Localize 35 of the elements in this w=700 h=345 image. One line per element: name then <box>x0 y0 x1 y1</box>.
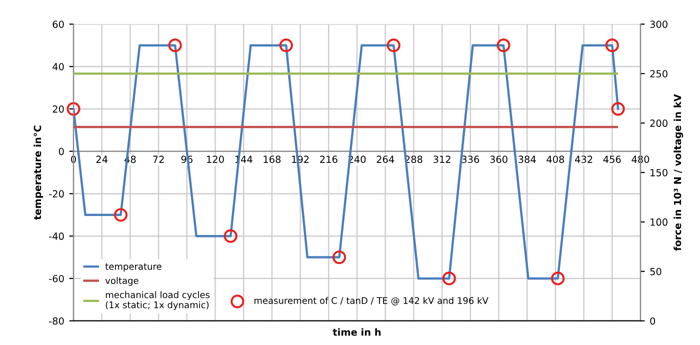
legend-label: mechanical load cycles (1x static; 1x dynamic) <box>106 291 210 310</box>
y-tick-label: 40 <box>52 63 64 70</box>
y2-tick-label: 150 <box>650 168 668 176</box>
y2-tick-label: 200 <box>650 120 668 127</box>
x-tick-label: 216 <box>320 156 338 163</box>
y-tick-label: 20 <box>52 105 64 113</box>
x-tick-label: 336 <box>462 156 480 163</box>
y-tick-label: 60 <box>52 20 64 28</box>
x-tick-label: 264 <box>376 156 394 163</box>
x-axis-title: time in h <box>332 328 381 336</box>
y-tick-label: -40 <box>49 232 64 240</box>
x-tick-label: 24 <box>96 156 108 163</box>
y2-tick-label: 250 <box>650 70 668 78</box>
x-tick-label: 72 <box>153 156 164 163</box>
x-tick-label: 384 <box>518 156 536 163</box>
x-tick-label: 168 <box>264 156 281 163</box>
legend-label: measurement of C / tanD / TE @ 142 kV and 196 kV <box>254 296 488 306</box>
y-tick-label: -20 <box>49 190 64 198</box>
y-axis-title: temperature in°C <box>34 126 44 220</box>
y-tick-label: 0 <box>58 148 64 156</box>
x-tick-label: 456 <box>603 156 621 163</box>
legend-label: temperature <box>105 263 162 272</box>
y2-tick-label: 0 <box>650 317 656 325</box>
x-tick-label: 432 <box>574 156 592 163</box>
x-tick-label: 408 <box>546 156 564 163</box>
y2-tick-label: 300 <box>650 20 668 28</box>
y-tick-label: -80 <box>49 317 64 325</box>
y2-axis-title: force in 10³ N / voltage in kV <box>674 94 684 251</box>
x-tick-label: 312 <box>434 156 450 163</box>
x-tick-label: 360 <box>490 156 508 163</box>
y2-tick-label: 50 <box>650 268 662 276</box>
y-tick-label: -60 <box>49 274 64 282</box>
y2-tick-label: 100 <box>650 218 668 226</box>
legend-label: voltage <box>105 277 138 286</box>
x-tick-label: 120 <box>207 156 224 163</box>
